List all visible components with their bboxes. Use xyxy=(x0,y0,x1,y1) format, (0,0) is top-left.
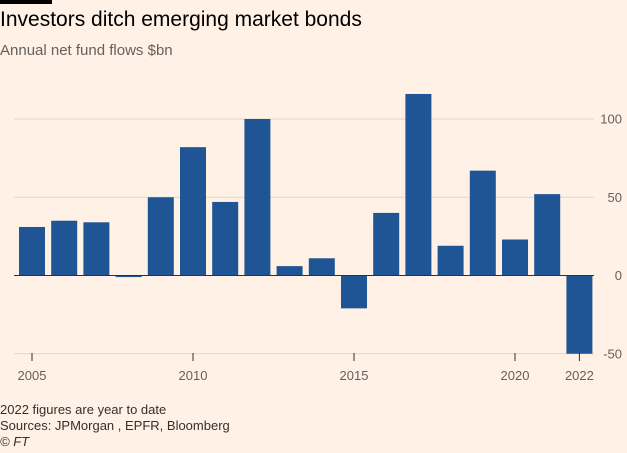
bar-2013 xyxy=(276,266,303,276)
x-tick-label: 2010 xyxy=(179,368,208,383)
sources-line: Sources: JPMorgan , EPFR, Bloomberg xyxy=(0,418,230,433)
bar-2017 xyxy=(405,93,432,276)
bar-2020 xyxy=(502,239,528,276)
x-tick-label: 2020 xyxy=(501,368,530,383)
y-tick-label: 100 xyxy=(600,112,622,127)
bar-2008 xyxy=(115,275,142,278)
bar-2019 xyxy=(469,170,496,276)
y-tick-label: -50 xyxy=(603,346,622,361)
bar-2007 xyxy=(83,222,110,276)
chart-title: Investors ditch emerging market bonds xyxy=(0,8,362,31)
bar-2005 xyxy=(19,226,45,276)
bar-2009 xyxy=(147,197,174,276)
x-tick-label: 2005 xyxy=(18,368,47,383)
x-tick-label: 2015 xyxy=(340,368,369,383)
bar-2022 xyxy=(566,275,593,354)
bar-2006 xyxy=(51,220,78,276)
footnote: 2022 figures are year to date xyxy=(0,402,167,417)
x-tick-label: 2022 xyxy=(565,368,594,383)
y-tick-label: 0 xyxy=(615,268,622,283)
copyright: © FT xyxy=(0,434,30,449)
bar-2021 xyxy=(534,194,561,276)
ft-brand-bar xyxy=(0,0,52,4)
chart-subtitle: Annual net fund flows $bn xyxy=(0,42,173,59)
y-tick-label: 50 xyxy=(608,190,622,205)
bar-2010 xyxy=(180,147,206,276)
bar-2011 xyxy=(212,201,239,276)
bar-2015 xyxy=(341,275,367,309)
bar-2012 xyxy=(244,119,271,276)
bar-2016 xyxy=(373,212,400,276)
bar-2018 xyxy=(437,245,464,276)
bar-2014 xyxy=(308,258,335,276)
